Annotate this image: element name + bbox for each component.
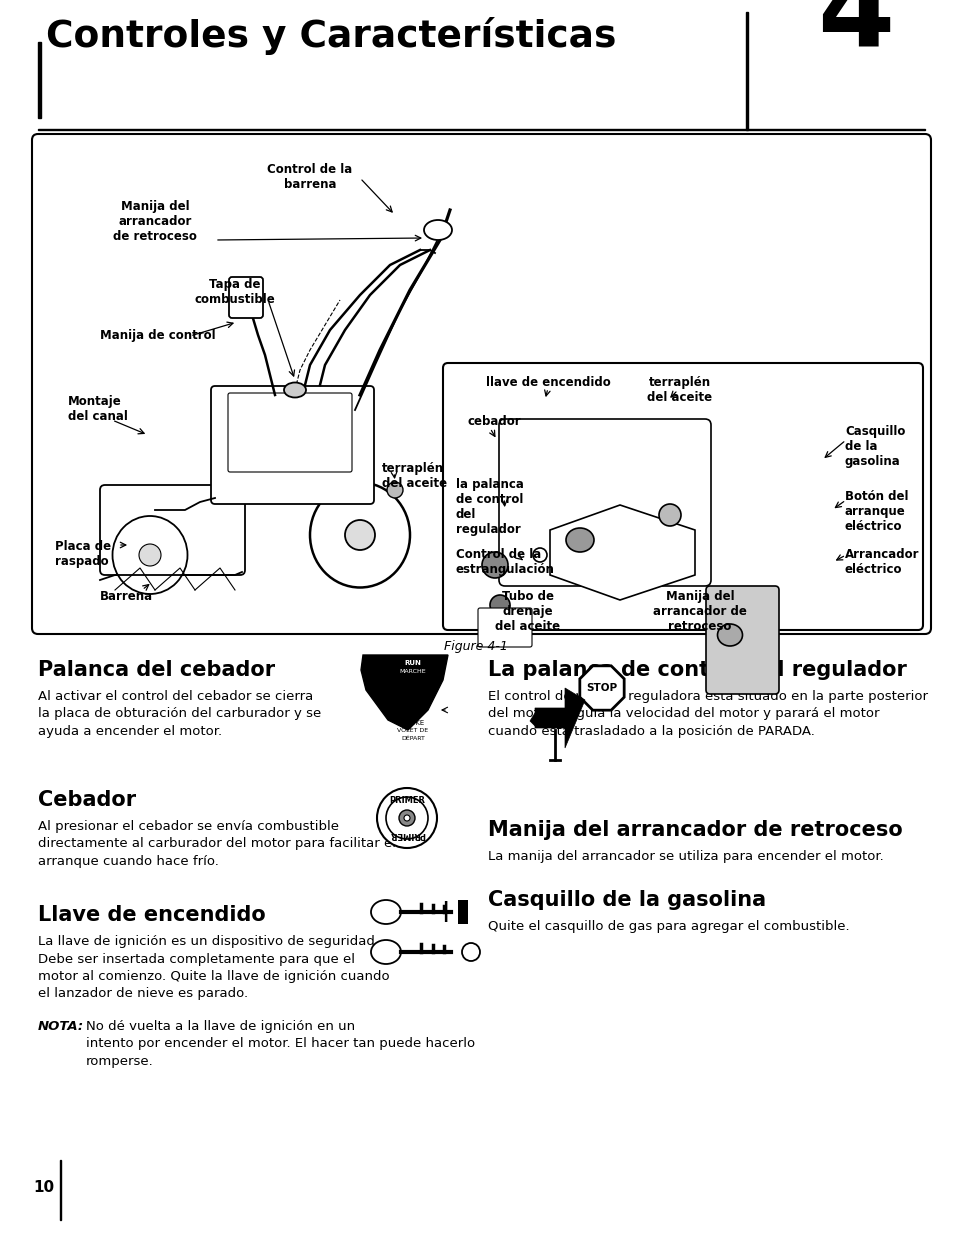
Ellipse shape bbox=[139, 543, 161, 566]
Text: Al presionar el cebador se envía combustible
directamente al carburador del moto: Al presionar el cebador se envía combust… bbox=[38, 820, 395, 868]
Ellipse shape bbox=[461, 944, 479, 961]
Ellipse shape bbox=[717, 624, 741, 646]
Ellipse shape bbox=[387, 482, 402, 498]
Text: Manija del arrancador de retroceso: Manija del arrancador de retroceso bbox=[488, 820, 902, 840]
Text: Manija del
arrancador
de retroceso: Manija del arrancador de retroceso bbox=[113, 200, 196, 243]
Text: PRIMER: PRIMER bbox=[389, 830, 424, 839]
Text: Cebador: Cebador bbox=[38, 790, 136, 810]
Text: llave de encendido: llave de encendido bbox=[485, 375, 610, 389]
Ellipse shape bbox=[345, 520, 375, 550]
Text: VOLET DE: VOLET DE bbox=[397, 727, 428, 734]
Bar bbox=[38, 128, 924, 130]
Polygon shape bbox=[530, 710, 558, 726]
Text: 4: 4 bbox=[817, 0, 894, 70]
FancyBboxPatch shape bbox=[442, 363, 923, 630]
Bar bbox=[745, 12, 747, 130]
Text: La palanca de control del regulador: La palanca de control del regulador bbox=[488, 659, 906, 680]
Bar bbox=[38, 42, 41, 119]
Text: Manija del
arrancador de
retroceso: Manija del arrancador de retroceso bbox=[653, 590, 746, 634]
Text: Quite el casquillo de gas para agregar el combustible.: Quite el casquillo de gas para agregar e… bbox=[488, 920, 849, 932]
FancyBboxPatch shape bbox=[100, 485, 245, 576]
Ellipse shape bbox=[310, 483, 410, 588]
Ellipse shape bbox=[403, 815, 410, 821]
FancyBboxPatch shape bbox=[477, 608, 532, 647]
Text: Barrena: Barrena bbox=[100, 590, 153, 603]
Ellipse shape bbox=[398, 810, 415, 826]
Text: RUN: RUN bbox=[404, 659, 421, 666]
Ellipse shape bbox=[659, 504, 680, 526]
Bar bbox=[457, 900, 468, 924]
Ellipse shape bbox=[565, 529, 594, 552]
Text: Tubo de
drenaje
del aceite: Tubo de drenaje del aceite bbox=[495, 590, 560, 634]
Polygon shape bbox=[550, 505, 695, 600]
Text: 10: 10 bbox=[33, 1179, 54, 1195]
Ellipse shape bbox=[371, 940, 400, 965]
FancyBboxPatch shape bbox=[498, 419, 710, 585]
Text: Tapa de
combustible: Tapa de combustible bbox=[194, 278, 275, 306]
Text: Montaje
del canal: Montaje del canal bbox=[68, 395, 128, 424]
Text: No dé vuelta a la llave de ignición en un
intento por encender el motor. El hace: No dé vuelta a la llave de ignición en u… bbox=[86, 1020, 475, 1068]
Text: Placa de
raspado: Placa de raspado bbox=[55, 540, 111, 568]
Text: El control de válvula reguladora está situado en la parte posterior
del motor. R: El control de válvula reguladora está si… bbox=[488, 690, 927, 739]
Text: Control de la
estrangulación: Control de la estrangulación bbox=[456, 548, 555, 576]
Ellipse shape bbox=[112, 516, 188, 594]
Text: PRIMER: PRIMER bbox=[389, 797, 424, 805]
Text: |: | bbox=[440, 902, 449, 923]
Ellipse shape bbox=[423, 220, 452, 240]
Text: Arrancador
eléctrico: Arrancador eléctrico bbox=[844, 548, 919, 576]
Text: Control de la
barrena: Control de la barrena bbox=[267, 163, 353, 191]
Text: Controles y Características: Controles y Características bbox=[46, 17, 616, 56]
Text: CHOKE: CHOKE bbox=[400, 720, 425, 726]
FancyBboxPatch shape bbox=[705, 585, 779, 694]
Ellipse shape bbox=[533, 548, 546, 562]
Polygon shape bbox=[360, 655, 448, 730]
Ellipse shape bbox=[284, 383, 306, 398]
Polygon shape bbox=[535, 688, 584, 748]
Polygon shape bbox=[579, 666, 623, 710]
Text: DÉPART: DÉPART bbox=[400, 736, 424, 741]
Text: Casquillo
de la
gasolina: Casquillo de la gasolina bbox=[844, 425, 904, 468]
Text: terraplén
del aceite: terraplén del aceite bbox=[381, 462, 447, 490]
FancyBboxPatch shape bbox=[32, 135, 930, 634]
Text: Manija de control: Manija de control bbox=[100, 329, 215, 342]
Ellipse shape bbox=[376, 788, 436, 848]
Text: Figure 4-1: Figure 4-1 bbox=[443, 640, 507, 653]
Text: terraplén
del aceite: terraplén del aceite bbox=[647, 375, 712, 404]
Text: STOP: STOP bbox=[586, 683, 617, 693]
Text: Al activar el control del cebador se cierra
la placa de obturación del carburado: Al activar el control del cebador se cie… bbox=[38, 690, 321, 739]
Text: Palanca del cebador: Palanca del cebador bbox=[38, 659, 274, 680]
FancyBboxPatch shape bbox=[211, 387, 374, 504]
Text: cebador: cebador bbox=[468, 415, 521, 429]
Ellipse shape bbox=[490, 595, 510, 615]
Text: Casquillo de la gasolina: Casquillo de la gasolina bbox=[488, 890, 765, 910]
Text: NOTA:: NOTA: bbox=[38, 1020, 84, 1032]
Text: MARCHE: MARCHE bbox=[399, 669, 426, 674]
Text: Llave de encendido: Llave de encendido bbox=[38, 905, 266, 925]
Ellipse shape bbox=[386, 797, 428, 839]
Ellipse shape bbox=[371, 900, 400, 924]
Ellipse shape bbox=[481, 552, 507, 578]
Text: La llave de ignición es un dispositivo de seguridad.
Debe ser insertada completa: La llave de ignición es un dispositivo d… bbox=[38, 935, 389, 1000]
Text: La manija del arrancador se utiliza para encender el motor.: La manija del arrancador se utiliza para… bbox=[488, 850, 882, 863]
Bar bbox=[60, 1160, 61, 1220]
FancyBboxPatch shape bbox=[229, 277, 263, 317]
FancyBboxPatch shape bbox=[228, 393, 352, 472]
Text: Botón del
arranque
eléctrico: Botón del arranque eléctrico bbox=[844, 490, 907, 534]
Text: la palanca
de control
del
regulador: la palanca de control del regulador bbox=[456, 478, 523, 536]
